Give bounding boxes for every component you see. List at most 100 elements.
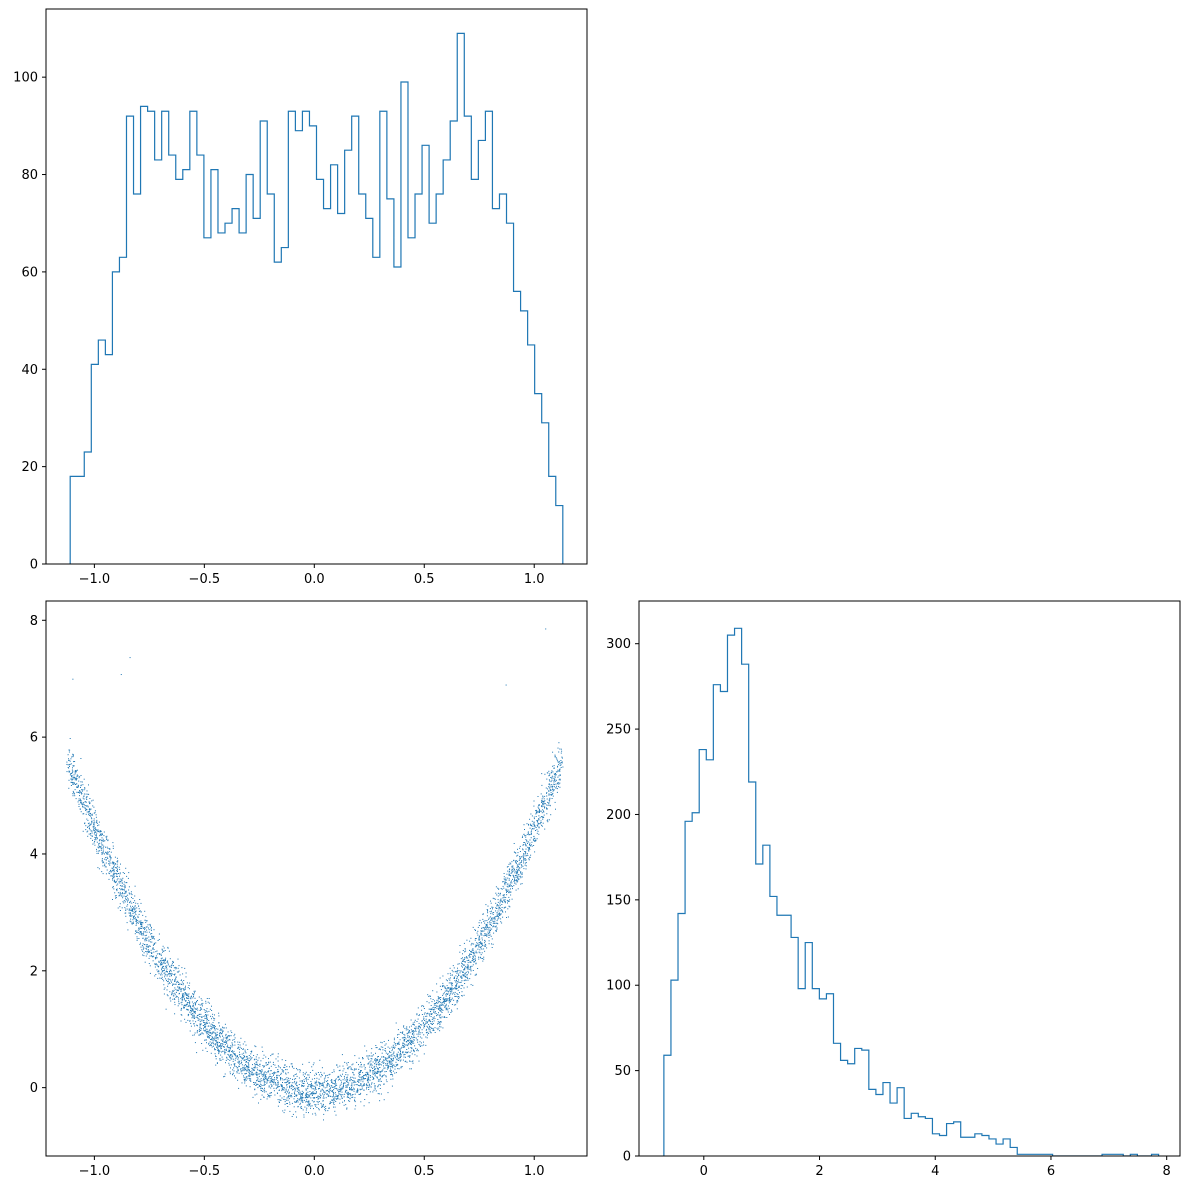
- scatter-point: [306, 1094, 308, 1096]
- scatter-point: [136, 907, 138, 909]
- scatter-point: [206, 1028, 208, 1030]
- scatter-point: [386, 1059, 388, 1061]
- scatter-point: [472, 952, 474, 954]
- scatter-point: [297, 1105, 299, 1107]
- scatter-point: [140, 923, 142, 925]
- scatter-point: [553, 773, 555, 775]
- scatter-point: [363, 1064, 365, 1066]
- scatter-point: [420, 1042, 422, 1044]
- scatter-point: [193, 990, 195, 992]
- scatter-point: [465, 957, 467, 959]
- scatter-point: [355, 1105, 357, 1107]
- scatter-point: [364, 1045, 366, 1047]
- scatter-point: [231, 1043, 233, 1045]
- scatter-point: [98, 843, 100, 845]
- scatter-point: [160, 954, 162, 956]
- scatter-point: [110, 857, 112, 859]
- scatter-point: [514, 880, 516, 882]
- scatter-point: [538, 819, 540, 821]
- scatter-point: [293, 1086, 295, 1088]
- scatter-point: [248, 1065, 250, 1067]
- scatter-point: [101, 832, 103, 834]
- scatter-point: [308, 1096, 310, 1098]
- scatter-point: [87, 806, 89, 808]
- scatter-point: [85, 805, 87, 807]
- scatter-point: [342, 1070, 344, 1072]
- scatter-point: [171, 981, 172, 983]
- scatter-point: [214, 1038, 216, 1040]
- scatter-point: [244, 1067, 246, 1069]
- scatter-point: [391, 1060, 393, 1062]
- scatter-point: [391, 1059, 392, 1060]
- scatter-point: [364, 1078, 366, 1080]
- scatter-point: [302, 1074, 304, 1076]
- scatter-point: [207, 1037, 209, 1038]
- scatter-point: [457, 971, 458, 973]
- scatter-point: [429, 995, 431, 997]
- scatter-point: [211, 1038, 213, 1040]
- scatter-point: [229, 1050, 231, 1052]
- scatter-point: [511, 880, 512, 882]
- scatter-point: [339, 1089, 341, 1091]
- scatter-point: [379, 1075, 381, 1077]
- scatter-point: [475, 973, 477, 975]
- scatter-point: [88, 814, 90, 816]
- scatter-point: [130, 910, 132, 911]
- scatter-point: [342, 1085, 344, 1087]
- scatter-point: [171, 964, 173, 966]
- scatter-point: [377, 1068, 379, 1070]
- scatter-point: [392, 1053, 394, 1055]
- scatter-point: [80, 781, 82, 783]
- scatter-point: [206, 1019, 208, 1021]
- scatter-point: [68, 779, 70, 781]
- scatter-point: [133, 908, 135, 910]
- scatter-point: [85, 809, 87, 811]
- top-left-xtick-label: 1.0: [524, 572, 545, 587]
- scatter-point: [198, 1034, 200, 1036]
- scatter-point: [214, 1043, 216, 1045]
- scatter-point: [454, 988, 456, 990]
- scatter-point: [101, 844, 103, 846]
- scatter-point: [291, 1116, 293, 1117]
- scatter-point: [523, 853, 525, 854]
- scatter-point: [189, 1001, 191, 1003]
- scatter-point: [247, 1059, 249, 1061]
- scatter-point: [486, 929, 488, 931]
- scatter-point: [562, 766, 564, 768]
- scatter-point: [528, 850, 530, 852]
- scatter-point: [435, 1002, 437, 1004]
- scatter-point: [367, 1082, 369, 1084]
- scatter-point: [135, 919, 137, 921]
- scatter-point: [394, 1068, 396, 1070]
- scatter-point: [115, 881, 117, 882]
- scatter-point: [292, 1078, 293, 1080]
- scatter-point: [503, 878, 505, 880]
- scatter-point: [557, 783, 559, 785]
- scatter-point: [99, 839, 101, 841]
- scatter-point: [521, 837, 523, 838]
- scatter-point: [324, 1080, 326, 1082]
- scatter-point: [243, 1078, 245, 1080]
- scatter-point: [387, 1067, 389, 1069]
- scatter-point: [407, 1055, 409, 1057]
- scatter-point: [558, 751, 560, 753]
- scatter-point: [531, 841, 533, 843]
- scatter-point: [487, 922, 489, 924]
- scatter-point: [309, 1084, 311, 1086]
- scatter-point: [88, 828, 90, 829]
- scatter-point: [122, 877, 124, 879]
- scatter-point: [115, 897, 116, 899]
- scatter-point: [324, 1087, 326, 1089]
- scatter-point: [511, 872, 513, 874]
- scatter-point: [71, 772, 73, 774]
- scatter-point: [220, 1059, 222, 1061]
- scatter-point: [149, 925, 151, 927]
- scatter-point: [376, 1047, 378, 1049]
- scatter-point: [326, 1085, 328, 1087]
- scatter-point: [230, 1067, 231, 1069]
- scatter-point: [209, 1032, 211, 1034]
- scatter-point: [461, 980, 463, 982]
- scatter-point: [543, 798, 545, 800]
- scatter-point: [129, 893, 131, 895]
- scatter-point: [148, 945, 149, 947]
